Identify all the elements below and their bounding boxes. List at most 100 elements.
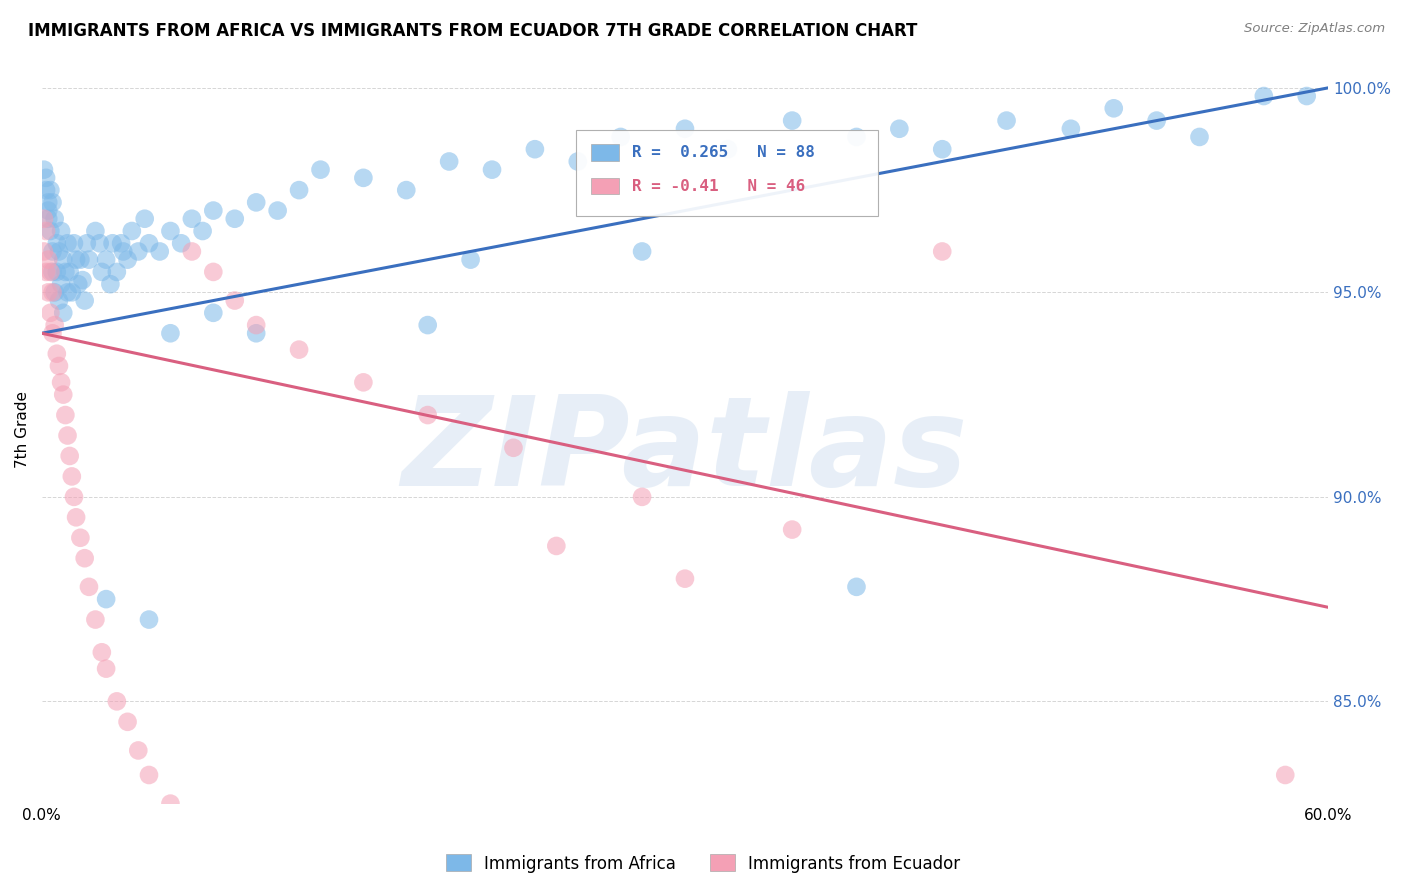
Point <box>41 326 63 341</box>
Point <box>567 154 589 169</box>
Point <box>35 183 58 197</box>
Point <box>56 428 79 442</box>
Point <box>673 572 696 586</box>
Point <box>101 236 124 251</box>
Y-axis label: 7th Grade: 7th Grade <box>15 391 30 468</box>
Point <box>32 211 55 226</box>
Point <box>673 121 696 136</box>
Point <box>352 376 374 390</box>
Point <box>1274 768 1296 782</box>
Point <box>159 797 181 811</box>
Point <box>180 244 202 259</box>
Bar <box>591 178 620 194</box>
Point <box>44 211 66 226</box>
Point <box>49 224 72 238</box>
Text: ZIPatlas: ZIPatlas <box>402 392 969 512</box>
Point <box>44 285 66 300</box>
Point <box>32 162 55 177</box>
Point <box>63 490 86 504</box>
Point <box>523 142 546 156</box>
Legend: Immigrants from Africa, Immigrants from Ecuador: Immigrants from Africa, Immigrants from … <box>439 847 967 880</box>
Point <box>39 224 62 238</box>
Point <box>138 613 160 627</box>
Point <box>59 265 82 279</box>
Point <box>48 293 70 308</box>
Point <box>224 211 246 226</box>
Point <box>52 387 75 401</box>
Point <box>60 285 83 300</box>
Bar <box>591 145 620 161</box>
Point <box>845 580 868 594</box>
Point <box>159 326 181 341</box>
Point <box>32 244 55 259</box>
Point <box>245 326 267 341</box>
Point <box>1253 89 1275 103</box>
Point <box>138 236 160 251</box>
Point <box>134 211 156 226</box>
Point <box>631 490 654 504</box>
Point <box>1295 89 1317 103</box>
Point <box>502 441 524 455</box>
Point <box>100 277 122 292</box>
Point <box>352 170 374 185</box>
Point <box>149 244 172 259</box>
Point <box>105 694 128 708</box>
Point <box>56 236 79 251</box>
Point <box>127 743 149 757</box>
Point <box>55 408 77 422</box>
Point <box>76 236 98 251</box>
Point <box>37 252 59 267</box>
Point <box>245 318 267 332</box>
Point <box>1146 113 1168 128</box>
Point <box>41 265 63 279</box>
Point <box>77 580 100 594</box>
Point <box>65 252 87 267</box>
Point <box>49 376 72 390</box>
Point <box>37 203 59 218</box>
Text: R =  0.265   N = 88: R = 0.265 N = 88 <box>633 145 815 160</box>
Point <box>481 162 503 177</box>
Point <box>41 195 63 210</box>
Point <box>416 318 439 332</box>
Point <box>45 265 67 279</box>
Point <box>288 343 311 357</box>
Point <box>41 285 63 300</box>
Point <box>717 142 740 156</box>
Point <box>90 265 112 279</box>
Point <box>931 142 953 156</box>
Point <box>416 408 439 422</box>
Point <box>780 113 803 128</box>
Point <box>48 359 70 373</box>
Point <box>931 244 953 259</box>
Point <box>56 285 79 300</box>
FancyBboxPatch shape <box>575 130 877 216</box>
Point <box>546 539 568 553</box>
Point <box>1060 121 1083 136</box>
Point <box>65 510 87 524</box>
Point <box>41 244 63 259</box>
Point <box>1102 101 1125 115</box>
Point <box>39 265 62 279</box>
Point <box>288 183 311 197</box>
Point <box>69 531 91 545</box>
Point <box>309 162 332 177</box>
Point <box>609 130 631 145</box>
Point <box>121 224 143 238</box>
Point <box>889 121 911 136</box>
Point <box>52 306 75 320</box>
Point <box>94 592 117 607</box>
Point <box>84 613 107 627</box>
Point <box>266 203 288 218</box>
Point <box>202 265 225 279</box>
Point <box>224 293 246 308</box>
Point <box>1188 130 1211 145</box>
Point <box>202 203 225 218</box>
Text: IMMIGRANTS FROM AFRICA VS IMMIGRANTS FROM ECUADOR 7TH GRADE CORRELATION CHART: IMMIGRANTS FROM AFRICA VS IMMIGRANTS FRO… <box>28 22 918 40</box>
Point <box>45 236 67 251</box>
Point <box>437 154 460 169</box>
Point <box>77 252 100 267</box>
Point <box>180 211 202 226</box>
Point <box>159 224 181 238</box>
Point <box>59 449 82 463</box>
Point <box>60 469 83 483</box>
